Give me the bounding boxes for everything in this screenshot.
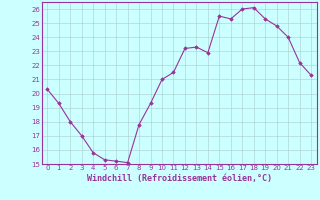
X-axis label: Windchill (Refroidissement éolien,°C): Windchill (Refroidissement éolien,°C) [87,174,272,183]
